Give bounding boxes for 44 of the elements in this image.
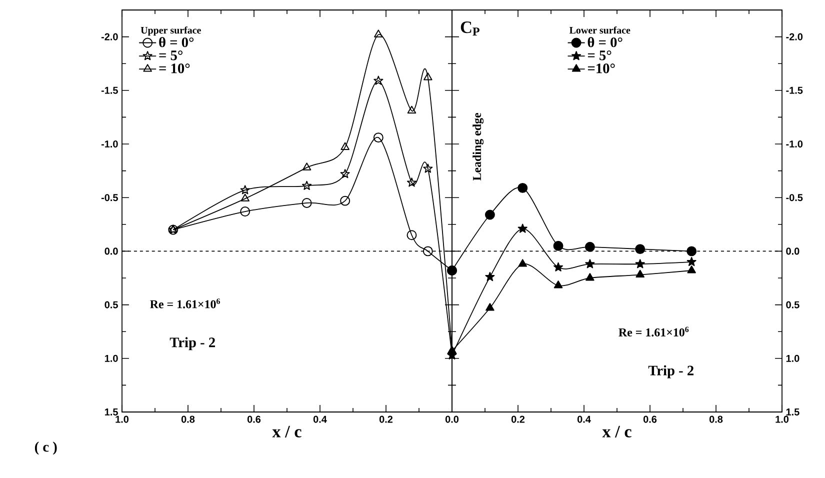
y-tick-label: -1.0	[786, 140, 803, 148]
text: ( c )	[34, 442, 57, 455]
legend-label: = 5°	[588, 50, 612, 60]
legend-label: θ = 0°	[159, 36, 194, 48]
y-tick-label: 0.5	[786, 301, 800, 308]
y-tick-label: 1.0	[105, 354, 118, 362]
legend-title: Lower surface	[569, 26, 630, 34]
x-axis-title: x / c	[272, 426, 302, 438]
y-tick-label: -1.0	[101, 140, 118, 148]
x-tick-label: 0.2	[379, 416, 393, 423]
y-tick-label: 0.0	[786, 248, 800, 255]
legend-label: θ = 0°	[588, 36, 622, 48]
y-tick-label: -2.0	[786, 33, 803, 40]
x-tick-label: 1.0	[116, 416, 129, 423]
y-tick-label: 1.5	[786, 408, 800, 416]
y-tick-label: 0.5	[104, 301, 118, 308]
y-tick-label: -0.5	[786, 194, 803, 202]
x-tick-label: 0.6	[643, 416, 657, 423]
x-tick-label: 0.8	[709, 416, 723, 423]
x-tick-label: 0.6	[247, 416, 261, 423]
legend-label: =10°	[588, 64, 615, 74]
x-tick-label: 0.2	[511, 416, 525, 423]
y-tick-label: 1.5	[105, 408, 118, 416]
x-tick-label: 0.0	[445, 416, 459, 423]
annotation: Trip - 2	[170, 337, 215, 350]
y-tick-label: 1.0	[786, 354, 800, 362]
y-tick-label: -1.5	[101, 86, 118, 94]
x-tick-label: 0.4	[577, 416, 591, 423]
legend-title: Upper surface	[140, 26, 201, 36]
legend-label: = 10°	[159, 64, 190, 74]
x-axis-title: x / c	[602, 426, 632, 438]
x-tick-label: 0.8	[181, 416, 195, 423]
legend-label: = 5°	[159, 50, 182, 60]
annotation: Trip - 2	[648, 365, 694, 378]
x-tick-label: 1.0	[776, 416, 789, 423]
annotation: Re = 1.61×10$^{6}$	[150, 298, 220, 308]
y-tick-label: -2.0	[101, 33, 118, 40]
y-tick-label: -1.5	[786, 86, 803, 94]
annotation: Re = 1.61×10$^{6}$	[618, 326, 689, 336]
y-tick-label: 0.0	[104, 248, 118, 255]
annotation: C$_{P}$	[460, 21, 480, 36]
annotation: Leading edge	[472, 112, 484, 181]
x-tick-label: 0.4	[313, 416, 327, 423]
y-tick-label: -0.5	[101, 194, 118, 202]
